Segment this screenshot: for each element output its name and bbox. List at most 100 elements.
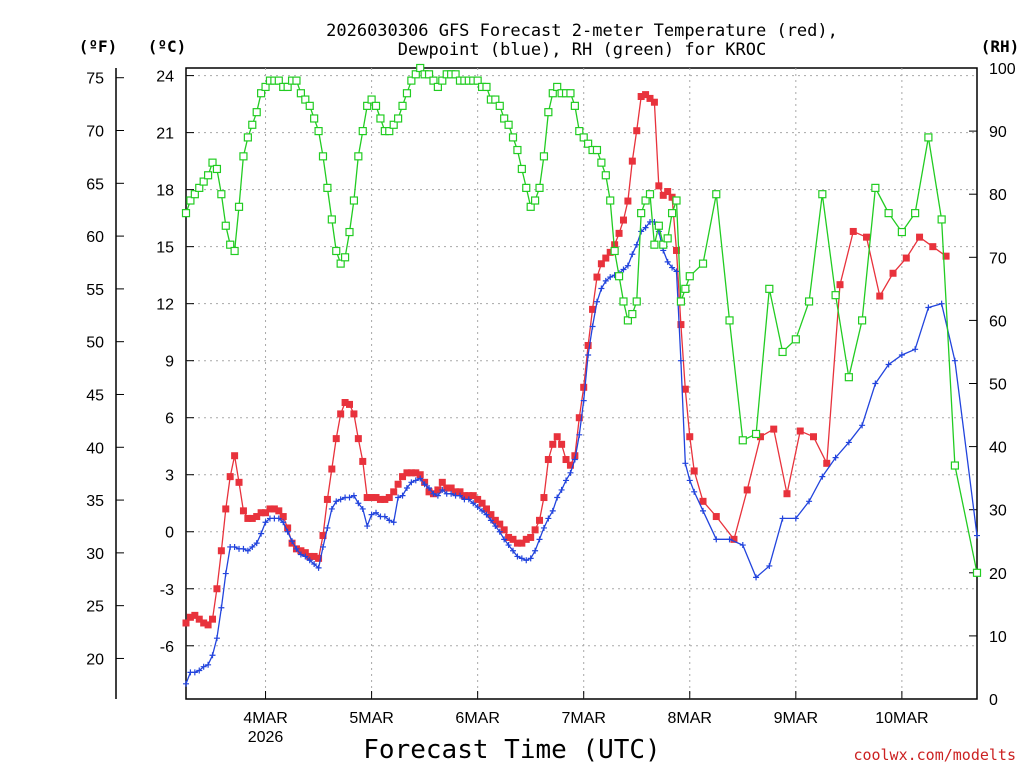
temperature-point [474, 495, 482, 503]
temperature-point [615, 229, 623, 237]
rh-point [296, 89, 305, 98]
dewpoint-point [885, 361, 892, 368]
dewpoint-point [434, 492, 441, 499]
dewpoint-point [518, 555, 525, 562]
temperature-point [580, 383, 588, 391]
temperature-point [306, 552, 314, 560]
temperature-point [655, 182, 663, 190]
temperature-point [328, 465, 336, 473]
dewpoint-point [549, 507, 556, 514]
temperature-point [332, 435, 340, 443]
rh-point [424, 70, 434, 79]
dewpoint-point [328, 505, 335, 512]
date-tick-label: 8MAR [668, 710, 712, 727]
rh-point [531, 196, 540, 205]
dewpoint-point [355, 500, 362, 507]
celsius-tick-label: 18 [156, 183, 174, 200]
temperature-point [195, 615, 203, 623]
rh-point [367, 95, 376, 104]
dewpoint-point [580, 397, 587, 404]
temperature-point [337, 410, 345, 418]
temperature-point [836, 281, 844, 289]
fahrenheit-tick-label: 25 [86, 599, 104, 616]
dewpoint-point [403, 485, 410, 492]
dewpoint-point [589, 323, 596, 330]
temperature-point [496, 520, 504, 528]
temperature-point [452, 488, 460, 496]
rh-point [681, 284, 690, 293]
dewpoint-point [258, 530, 265, 537]
rh-point [186, 196, 195, 205]
rh-point [950, 461, 960, 470]
dewpoint-point [845, 439, 852, 446]
rh-point [584, 139, 593, 148]
temperature-point [350, 410, 358, 418]
dewpoint-point [315, 564, 322, 571]
temperature-point [266, 505, 274, 513]
dewpoint-point [898, 351, 905, 358]
dewpoint-point [390, 519, 397, 526]
temperature-point [770, 425, 778, 433]
chart-title-line1: 2026030306 GFS Forecast 2-meter Temperat… [326, 21, 838, 41]
rh-point [601, 171, 610, 180]
rh-point [504, 120, 513, 129]
rh-point [491, 95, 500, 104]
temperature-point [213, 585, 221, 593]
dewpoint-point [359, 505, 366, 512]
celsius-tick-label: -6 [160, 639, 174, 656]
dewpoint-point [262, 519, 269, 526]
temperature-point [447, 484, 455, 492]
rh-point [513, 145, 522, 155]
rh-point [500, 114, 509, 123]
rh-point [332, 246, 341, 256]
rh-point [195, 183, 204, 192]
dewpoint-point [311, 561, 318, 568]
temperature-point [403, 469, 411, 477]
rh-point [637, 209, 646, 218]
celsius-tick-label: 6 [165, 411, 174, 428]
rh-point [606, 196, 615, 205]
rh-point [402, 89, 412, 98]
temperature-point [584, 341, 592, 349]
temperature-point [231, 452, 239, 460]
rh-point [526, 202, 535, 211]
plot-frame [185, 67, 978, 700]
temperature-point [673, 246, 681, 254]
rh-point [544, 108, 553, 117]
rh-point [508, 133, 518, 142]
temperature-point [619, 216, 627, 224]
dewpoint-point [536, 536, 543, 543]
rh-point [433, 82, 442, 92]
fahrenheit-tick-label: 65 [86, 176, 104, 193]
dewpoint-point [213, 635, 220, 642]
rh-point [376, 114, 385, 123]
dewpoint-point [386, 517, 393, 524]
temperature-point [942, 252, 950, 260]
temperature-point [253, 513, 261, 521]
dewpoint-point [527, 555, 534, 562]
temperature-point [664, 188, 672, 196]
temperature-point [628, 157, 636, 165]
date-tick-label: 10MAR [875, 710, 928, 727]
temperature-point [275, 507, 283, 515]
rh-point [318, 152, 328, 161]
dewpoint-point [373, 509, 380, 516]
dewpoint-point [302, 553, 309, 560]
dewpoint-point [240, 545, 247, 552]
celsius-tick-label: 0 [165, 525, 174, 542]
dewpoint-point [426, 485, 433, 492]
temperature-point [284, 524, 292, 532]
celsius-tick-label: 9 [165, 354, 174, 371]
rh-point [248, 120, 257, 129]
celsius-tick-label: 12 [156, 297, 174, 314]
temperature-point [244, 514, 252, 522]
temperature-line [185, 93, 947, 626]
temperature-point [381, 495, 389, 503]
rh-point [712, 190, 721, 199]
dewpoint-point [306, 557, 313, 564]
rh-point [394, 114, 403, 123]
rh-point [438, 76, 447, 85]
dewpoint-point [673, 268, 680, 275]
celsius-tick-label: -3 [160, 582, 174, 599]
